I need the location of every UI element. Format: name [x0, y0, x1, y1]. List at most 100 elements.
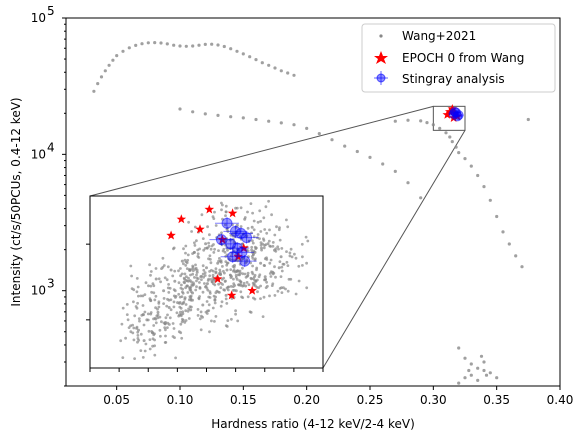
inset-wang-point [224, 204, 228, 208]
inset-wang-point [214, 224, 218, 227]
wang-point [368, 155, 372, 159]
inset-wang-point [161, 256, 165, 260]
inset-wang-point [162, 264, 166, 267]
inset-wang-point [267, 199, 270, 203]
inset-wang-point [189, 273, 192, 277]
y-tick-exponent: 5 [47, 4, 55, 18]
inset-wang-point [244, 275, 248, 279]
inset-wang-point [183, 258, 187, 262]
inset-wang-point [195, 279, 198, 283]
inset-wang-point [191, 265, 195, 269]
inset-wang-point [204, 242, 208, 246]
inset-wang-point [131, 331, 135, 335]
inset-wang-point [224, 279, 227, 283]
inset-wang-point [181, 310, 185, 314]
inset-wang-point [135, 327, 138, 330]
inset-wang-point [224, 214, 227, 218]
inset-wang-point [198, 286, 202, 289]
inset-wang-point [156, 310, 160, 314]
inset-wang-point [193, 225, 197, 229]
inset-wang-point [133, 357, 137, 360]
inset-wang-point [242, 284, 245, 287]
inset-wang-point [196, 252, 200, 256]
inset-wang-point [157, 277, 161, 281]
inset-wang-point [288, 251, 292, 255]
inset-wang-point [153, 344, 157, 348]
inset-wang-point [234, 312, 238, 316]
inset-wang-point [154, 277, 158, 281]
inset-epoch-point [247, 285, 257, 295]
wang-point [476, 366, 480, 370]
inset-wang-point [179, 314, 183, 318]
inset-wang-point [213, 247, 217, 251]
inset-plot [86, 195, 324, 372]
inset-wang-point [305, 286, 309, 290]
wang-point [96, 82, 100, 86]
inset-wang-point [225, 302, 229, 305]
inset-wang-point [274, 249, 278, 253]
inset-wang-point [273, 294, 277, 297]
inset-wang-point [232, 277, 235, 281]
inset-frame [89, 195, 324, 369]
inset-wang-point [138, 319, 141, 323]
x-axis-label: Hardness ratio (4-12 keV/2-4 keV) [211, 417, 415, 431]
inset-wang-point [220, 300, 224, 304]
inset-wang-point [179, 274, 183, 278]
inset-epoch-point [226, 290, 237, 300]
wang-point [92, 89, 96, 93]
inset-wang-point [130, 274, 134, 278]
wang-point [457, 381, 461, 385]
inset-wang-point [172, 247, 175, 251]
inset-wang-point [165, 278, 169, 282]
inset-wang-point [209, 258, 212, 261]
wang-point [197, 43, 201, 47]
inset-wang-point [148, 297, 152, 301]
wang-point [488, 371, 492, 375]
inset-wang-point [163, 341, 167, 344]
inset-stingray-point [215, 234, 227, 246]
inset-wang-point [281, 262, 285, 266]
inset-wang-point [224, 260, 228, 263]
wang-point [241, 116, 245, 120]
inset-wang-point [206, 288, 210, 292]
inset-wang-point [154, 294, 158, 298]
inset-wang-point [238, 279, 242, 282]
wang-point [159, 41, 163, 45]
inset-wang-point [150, 290, 154, 294]
inset-wang-point [200, 278, 203, 281]
inset-wang-point [225, 325, 229, 328]
wang-point [140, 42, 144, 46]
wang-point [178, 107, 182, 111]
inset-wang-point [164, 316, 168, 320]
inset-wang-point [239, 282, 243, 286]
inset-wang-point [249, 202, 253, 206]
inset-wang-point [262, 216, 266, 220]
inset-wang-point [173, 269, 177, 273]
wang-point [393, 169, 397, 173]
inset-wang-point [271, 241, 275, 244]
wang-point [469, 164, 473, 168]
inset-epoch-point [204, 204, 215, 214]
inset-wang-point [169, 268, 173, 272]
inset-wang-point [213, 210, 216, 214]
inset-wang-point [146, 312, 150, 316]
inset-wang-point [262, 246, 266, 250]
wang-point [520, 265, 524, 269]
inset-wang-point [177, 281, 181, 285]
inset-wang-point [254, 247, 258, 251]
inset-wang-point [223, 288, 227, 292]
inset-wang-point [131, 323, 135, 327]
inset-wang-point [195, 285, 198, 289]
epoch-point [442, 109, 452, 119]
inset-wang-point [259, 297, 262, 300]
inset-wang-point [290, 255, 294, 259]
inset-wang-point [205, 300, 209, 303]
inset-wang-point [146, 318, 150, 322]
inset-wang-point [136, 285, 140, 289]
inset-wang-point [254, 279, 258, 283]
wang-point [260, 61, 264, 65]
inset-wang-point [162, 302, 166, 305]
inset-wang-point [285, 250, 288, 254]
inset-wang-point [190, 230, 194, 233]
inset-wang-point [280, 265, 284, 269]
